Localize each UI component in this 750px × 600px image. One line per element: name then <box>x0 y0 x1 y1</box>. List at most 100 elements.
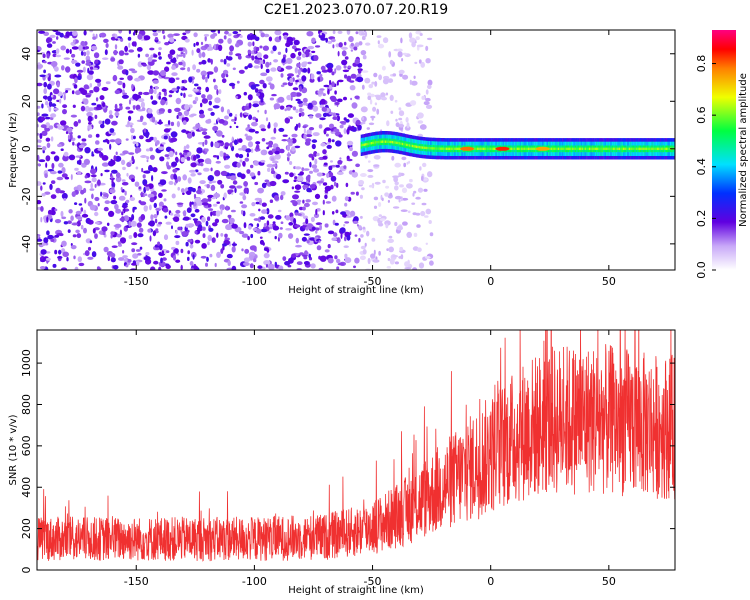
spectrogram-noise-cell <box>402 221 408 226</box>
spectrogram-noise-cell <box>175 240 180 246</box>
spectrogram-noise-cell <box>75 210 82 215</box>
spectrogram-noise-cell <box>254 147 261 152</box>
spectrogram-noise-cell <box>163 35 166 40</box>
spectrogram-noise-cell <box>406 122 410 129</box>
spectrogram-noise-cell <box>296 56 302 61</box>
spectrogram-noise-cell <box>183 149 190 153</box>
spectrogram-noise-cell <box>354 95 360 100</box>
spectrogram-noise-cell <box>173 182 177 186</box>
spectrogram-noise-cell <box>71 53 76 58</box>
spectrogram-noise-cell <box>335 164 340 168</box>
spectrogram-noise-cell <box>264 179 270 183</box>
spectrogram-noise-cell <box>308 253 312 259</box>
spectrogram-noise-cell <box>302 68 308 73</box>
spectrogram-noise-cell <box>73 121 79 127</box>
spectrogram-noise-cell <box>175 209 181 214</box>
spectrogram-noise-cell <box>336 115 340 122</box>
spectrogram-noise-cell <box>235 153 240 158</box>
spectrogram-noise-cell <box>326 142 331 145</box>
spectrogram-noise-cell <box>81 138 87 142</box>
spectrogram-noise-cell <box>280 84 285 88</box>
spectrogram-noise-cell <box>296 175 304 182</box>
spectrogram-noise-cell <box>367 174 374 178</box>
spectrogram-noise-cell <box>129 197 136 201</box>
spectrogram-noise-cell <box>313 213 320 219</box>
spectrogram-noise-cell <box>63 151 69 157</box>
spectrogram-noise-cell <box>160 70 167 76</box>
spectrogram-noise-cell <box>187 223 195 228</box>
spectrogram-noise-cell <box>38 159 46 163</box>
spectrogram-noise-cell <box>277 66 282 71</box>
spectrogram-noise-cell <box>303 256 308 260</box>
spectrogram-noise-cell <box>278 35 282 40</box>
spectrogram-noise-cell <box>409 37 416 43</box>
spectrogram-noise-cell <box>339 227 346 234</box>
spectrogram-noise-cell <box>41 103 44 109</box>
spectrogram-noise-cell <box>82 66 86 73</box>
spectrogram-noise-cell <box>58 233 64 237</box>
spectrogram-noise-cell <box>346 75 352 82</box>
spectrogram-noise-cell <box>37 82 43 87</box>
spectrogram-noise-cell <box>213 66 219 73</box>
spectrogram-carrier-cell <box>434 147 437 150</box>
spectrogram-carrier-cell <box>594 147 597 150</box>
spectrogram-noise-cell <box>216 251 221 258</box>
spectrogram-noise-cell <box>139 246 143 250</box>
spectrogram-noise-cell <box>199 109 204 115</box>
spectrogram-noise-cell <box>62 92 67 95</box>
spectrogram-noise-cell <box>247 64 253 68</box>
spectrogram-noise-cell <box>367 169 374 173</box>
x-tick-label: -50 <box>364 275 382 288</box>
spectrogram-noise-cell <box>109 128 115 133</box>
spectrogram-noise-cell <box>337 79 344 83</box>
spectrogram-noise-cell <box>54 249 58 255</box>
spectrogram-noise-cell <box>125 69 129 76</box>
spectrogram-carrier-cell <box>564 147 567 150</box>
spectrogram-noise-cell <box>327 88 330 95</box>
spectrogram-noise-cell <box>261 209 268 214</box>
spectrogram-carrier-cell <box>447 147 449 150</box>
spectrogram-noise-cell <box>380 92 386 98</box>
spectrogram-noise-cell <box>157 30 162 33</box>
colorbar-ticks: 0.00.20.40.60.8 <box>695 55 716 279</box>
spectrogram-noise-cell <box>194 197 201 204</box>
spectrogram-noise-cell <box>214 170 221 177</box>
spectrogram-noise-cell <box>157 241 161 246</box>
spectrogram-noise-cell <box>54 74 62 78</box>
spectrogram-noise-cell <box>238 138 243 143</box>
spectrogram-noise-cell <box>303 128 306 134</box>
spectrogram-noise-cell <box>45 155 51 162</box>
spectrogram-noise-cell <box>266 163 274 168</box>
spectrogram-noise-cell <box>224 142 230 148</box>
spectrogram-y-label: Frequency (Hz) <box>8 112 19 188</box>
spectrogram-carrier-cell <box>607 147 610 150</box>
spectrogram-noise-cell <box>150 95 153 100</box>
spectrogram-noise-cell <box>243 181 249 187</box>
spectrogram-noise-cell <box>74 202 78 206</box>
spectrogram-noise-cell <box>143 256 151 261</box>
spectrogram-noise-cell <box>158 261 166 267</box>
spectrogram-noise-cell <box>207 216 211 221</box>
spectrogram-noise-cell <box>167 33 174 38</box>
y-tick-label: -20 <box>20 187 33 205</box>
spectrogram-carrier-cell <box>379 140 381 144</box>
spectrogram-noise-cell <box>153 202 157 208</box>
spectrogram-carrier-cell <box>627 147 629 150</box>
spectrogram-noise-cell <box>427 84 432 89</box>
spectrogram-carrier-cell <box>555 147 557 150</box>
spectrogram-noise-cell <box>91 193 94 200</box>
spectrogram-noise-cell <box>92 33 95 37</box>
spectrogram-noise-cell <box>197 163 202 166</box>
spectrogram-noise-cell <box>215 130 223 137</box>
spectrogram-noise-cell <box>307 61 312 65</box>
spectrogram-noise-cell <box>354 42 360 48</box>
y-tick-label: 200 <box>20 518 33 539</box>
spectrogram-noise-cell <box>190 162 197 168</box>
spectrogram-noise-cell <box>110 57 116 62</box>
spectrogram-noise-cell <box>94 59 99 64</box>
spectrogram-noise-cell <box>425 242 428 245</box>
spectrogram-noise-cell <box>270 50 274 54</box>
spectrogram-noise-cell <box>353 46 358 51</box>
spectrogram-noise-cell <box>352 220 359 224</box>
spectrogram-noise-cell <box>235 113 238 118</box>
